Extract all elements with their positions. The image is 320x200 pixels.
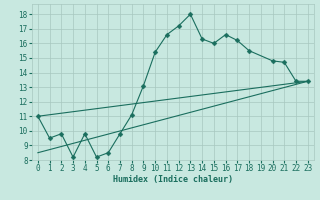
X-axis label: Humidex (Indice chaleur): Humidex (Indice chaleur) bbox=[113, 175, 233, 184]
